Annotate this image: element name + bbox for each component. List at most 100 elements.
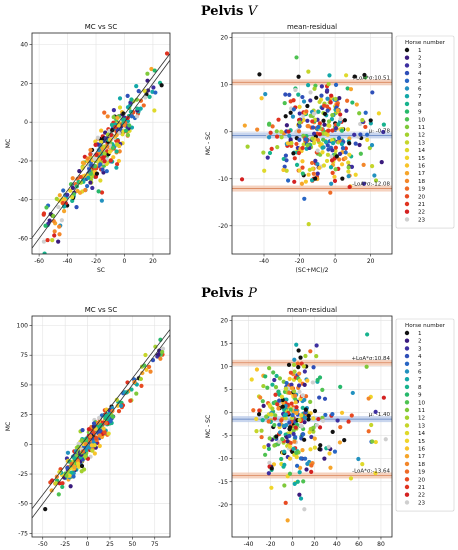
data-point <box>334 154 339 159</box>
data-point <box>326 123 331 128</box>
data-point <box>292 393 298 398</box>
data-point <box>337 440 343 445</box>
legend-label: 22 <box>418 210 425 216</box>
data-point <box>330 412 335 417</box>
data-point <box>286 362 292 367</box>
data-point <box>107 149 112 154</box>
data-point <box>313 158 318 163</box>
data-point <box>105 114 110 119</box>
y-tick-label: 20 <box>220 35 228 42</box>
data-point <box>276 117 281 122</box>
data-point <box>325 152 331 157</box>
data-point <box>147 94 152 100</box>
data-point <box>305 143 310 148</box>
data-point <box>321 163 327 168</box>
data-point <box>95 135 101 140</box>
data-point <box>283 386 289 391</box>
data-point <box>288 370 293 375</box>
data-point <box>285 141 290 146</box>
data-point <box>152 108 157 113</box>
data-point <box>300 405 305 410</box>
y-axis-label: MC - SC <box>205 415 212 438</box>
data-point <box>381 129 386 135</box>
legend-label: 12 <box>418 133 425 139</box>
reference-line-label: -LoA*σ:-12.08 <box>352 182 390 188</box>
y-tick-label: -40 <box>18 197 28 204</box>
x-axis-label: (SC+MC)/2 <box>296 267 329 274</box>
data-point <box>148 369 153 374</box>
data-point <box>275 145 280 150</box>
data-point <box>333 82 339 87</box>
x-tick-label: -20 <box>266 541 276 548</box>
data-point <box>288 407 293 412</box>
data-point <box>365 132 370 137</box>
data-point <box>141 103 146 108</box>
data-point <box>368 118 373 123</box>
legend-marker <box>404 407 410 413</box>
data-point <box>156 352 161 357</box>
x-tick-label: 20 <box>149 258 157 265</box>
data-point <box>88 171 93 176</box>
data-point <box>318 443 323 448</box>
data-point <box>57 224 62 229</box>
data-point <box>272 377 277 383</box>
chart-title: MC vs SC <box>85 306 118 314</box>
y-tick-label: 0 <box>224 410 228 417</box>
legend-label: 17 <box>418 171 426 177</box>
data-point <box>69 470 74 475</box>
data-point <box>263 452 268 457</box>
data-point <box>138 106 143 111</box>
data-point <box>279 135 284 140</box>
data-point <box>292 156 297 161</box>
data-point <box>129 97 134 102</box>
data-point <box>125 132 131 138</box>
data-point <box>283 153 288 158</box>
data-point <box>305 378 310 383</box>
data-point <box>284 380 289 386</box>
data-point <box>308 98 313 103</box>
data-point <box>350 390 355 396</box>
data-point <box>70 195 75 200</box>
data-point <box>160 346 166 351</box>
data-point <box>271 462 277 467</box>
data-point <box>345 98 350 103</box>
data-point <box>270 124 275 129</box>
data-point <box>322 396 328 401</box>
data-point <box>93 142 98 147</box>
y-tick-label: -75 <box>18 530 28 537</box>
data-point <box>316 124 321 130</box>
legend-marker <box>404 400 410 405</box>
data-point <box>301 99 307 104</box>
data-point <box>314 354 319 359</box>
data-point <box>269 146 274 151</box>
legend-label: 9 <box>418 110 422 116</box>
data-point <box>284 422 289 428</box>
data-point <box>47 218 52 223</box>
data-point <box>344 108 349 113</box>
data-point <box>325 108 330 113</box>
data-point <box>291 428 296 433</box>
data-point <box>134 97 139 102</box>
data-point <box>345 127 351 132</box>
data-point <box>117 96 123 101</box>
data-point <box>269 466 274 471</box>
regression-line <box>32 329 170 510</box>
data-point <box>274 434 279 439</box>
data-point <box>300 94 305 100</box>
x-tick-label: -40 <box>259 258 269 265</box>
data-point <box>83 188 88 193</box>
legend-label: 23 <box>418 217 426 223</box>
legend-marker <box>404 171 410 176</box>
legend-marker <box>404 147 410 153</box>
data-point <box>254 416 259 422</box>
legend-label: 23 <box>418 500 426 506</box>
data-point <box>111 155 116 160</box>
data-point <box>128 398 133 403</box>
legend-label: 13 <box>418 140 426 146</box>
data-point <box>117 149 122 154</box>
data-point <box>314 343 319 348</box>
data-point <box>152 68 157 73</box>
data-point <box>301 142 306 147</box>
data-point <box>279 394 285 399</box>
y-tick-label: -20 <box>218 223 228 230</box>
